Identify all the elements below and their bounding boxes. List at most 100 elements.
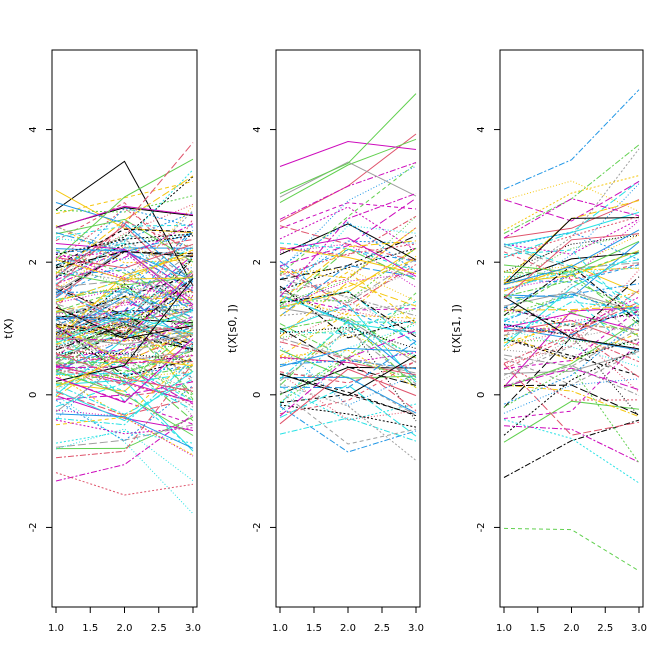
series-line (55, 324, 194, 364)
series-line (55, 324, 194, 335)
series-line (55, 207, 194, 280)
y-axis-label: t(X) (2, 318, 15, 338)
series-line (503, 259, 640, 290)
y-axis-label: t(X[s1, ]) (450, 304, 463, 353)
series-line (55, 283, 194, 338)
series-line (55, 238, 194, 285)
x-tick-label: 3.0 (185, 623, 201, 634)
series-line (279, 373, 417, 421)
series-line (503, 363, 640, 436)
series-line (503, 148, 640, 285)
series-line (503, 229, 640, 285)
series-line (279, 329, 417, 385)
series-line (55, 354, 194, 426)
x-tick-label: 1.5 (306, 623, 322, 634)
series-line (503, 363, 640, 401)
series-line (503, 276, 640, 408)
series-line (55, 394, 194, 515)
series-line (503, 384, 640, 416)
series-line (55, 333, 194, 362)
series-line (503, 312, 640, 332)
series-line (55, 287, 194, 329)
series-line (503, 180, 640, 259)
series-line (279, 393, 417, 416)
series-line (279, 404, 417, 428)
series-line (279, 300, 417, 336)
series-line (503, 294, 640, 336)
series-line (503, 319, 640, 405)
series-line (55, 205, 194, 300)
series-line (55, 210, 194, 282)
series-line (279, 227, 417, 293)
series-line (55, 378, 194, 415)
series-line (279, 227, 417, 279)
series-line (503, 234, 640, 272)
series-line (503, 333, 640, 364)
series-line (55, 314, 194, 344)
series-line (279, 138, 417, 204)
series-line (279, 163, 417, 275)
series-line (55, 324, 194, 351)
series-line (503, 367, 640, 391)
series-line (503, 324, 640, 417)
series-line (55, 202, 194, 276)
series-line (55, 372, 194, 411)
series-line (55, 176, 194, 268)
series-line (279, 243, 417, 276)
series-line (55, 290, 194, 338)
series-line (503, 252, 640, 284)
series-line (279, 373, 417, 416)
y-axis-label: t(X[s0, ]) (226, 304, 239, 353)
series-line (503, 328, 640, 368)
series-line (55, 372, 194, 408)
series-line (503, 251, 640, 281)
series-line (55, 313, 194, 364)
x-tick-label: 3.0 (631, 623, 647, 634)
series-line (55, 212, 194, 266)
series-line (279, 390, 417, 445)
series-line (55, 296, 194, 313)
series-line (503, 337, 640, 377)
panel-s0: 1.0 1.5 2.0 2.5 3.0 -2 0 2 4 t(X[s0, ]) (226, 49, 424, 634)
series-lines (503, 89, 640, 572)
series-line (503, 425, 640, 463)
series-line (279, 240, 417, 302)
series-line (503, 199, 640, 239)
series-line (55, 385, 194, 442)
series-line (503, 337, 640, 357)
series-line (279, 161, 417, 198)
series-line (279, 285, 417, 339)
series-line (503, 269, 640, 365)
series-line (55, 248, 194, 292)
series-line (279, 349, 417, 388)
series-line (279, 260, 417, 342)
series-line (279, 354, 417, 397)
series-line (55, 302, 194, 385)
series-line (503, 279, 640, 312)
series-line (55, 224, 194, 238)
series-line (279, 93, 417, 194)
x-tick-label: 1.0 (48, 623, 64, 634)
series-line (279, 242, 417, 272)
series-line (279, 290, 417, 346)
series-line (55, 334, 194, 345)
series-line (55, 291, 194, 318)
series-line (55, 195, 194, 213)
series-line (55, 299, 194, 326)
y-tick-label: 0 (252, 392, 263, 398)
series-line (55, 256, 194, 299)
y-tick-label: 4 (476, 126, 487, 132)
series-line (279, 321, 417, 380)
series-line (503, 180, 640, 222)
series-line (55, 160, 194, 286)
series-line (279, 340, 417, 389)
series-line (279, 327, 417, 386)
series-line (279, 248, 417, 307)
series-line (279, 307, 417, 364)
series-line (55, 430, 194, 444)
series-line (55, 330, 194, 347)
series-line (55, 243, 194, 269)
series-line (279, 270, 417, 299)
series-line (503, 252, 640, 347)
x-tick-label: 2.5 (151, 623, 167, 634)
